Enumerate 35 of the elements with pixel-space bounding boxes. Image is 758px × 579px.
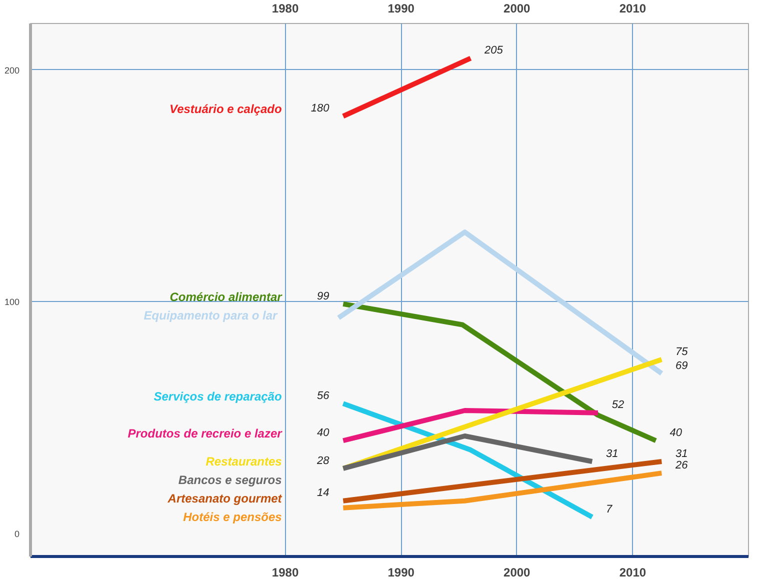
data-label: 26 — [674, 459, 689, 472]
data-label: 205 — [483, 44, 504, 57]
text: Artesanato gourmet — [166, 492, 283, 506]
data-label: 31 — [676, 448, 688, 460]
data-label: 40 — [317, 426, 330, 439]
data-label: 28 — [316, 454, 330, 467]
x2-tick-label: 2000 — [504, 566, 531, 579]
text: Produtos de recreio e lazer — [128, 426, 284, 441]
data-label: 75 — [676, 346, 689, 358]
x-tick-label: 2010 — [619, 2, 646, 16]
y-tick-label: 0 — [14, 528, 20, 539]
x2-tick-label: 2010 — [619, 566, 646, 579]
data-label: 14 — [317, 487, 330, 500]
y-tick-label: 200 — [4, 65, 20, 76]
data-label: 56 — [317, 390, 330, 402]
y-tick-label: 100 — [4, 297, 20, 308]
x-tick-label: 2000 — [504, 2, 531, 16]
text: Vestuário e calçado — [170, 102, 282, 116]
data-label: 40 — [670, 426, 683, 439]
text: Bancos e seguros — [178, 472, 282, 487]
text: Restaurantes — [206, 454, 282, 468]
text: Serviços de reparação — [154, 390, 282, 404]
data-label: 31 — [606, 448, 618, 460]
text: Comércio alimentar — [170, 290, 284, 304]
data-label: 52 — [612, 399, 624, 412]
x2-tick-label: 1990 — [388, 566, 415, 579]
x2-tick-label: 1980 — [272, 566, 299, 579]
data-label: 69 — [676, 360, 688, 372]
x-tick-label: 1980 — [272, 2, 299, 16]
data-label: 7 — [606, 503, 614, 516]
text: Hotéis e pensões — [183, 510, 282, 524]
data-label: 99 — [317, 290, 330, 302]
data-label: 180 — [310, 102, 330, 115]
text: Equipamento para o lar — [144, 308, 278, 322]
x-tick-label: 1990 — [388, 2, 415, 16]
